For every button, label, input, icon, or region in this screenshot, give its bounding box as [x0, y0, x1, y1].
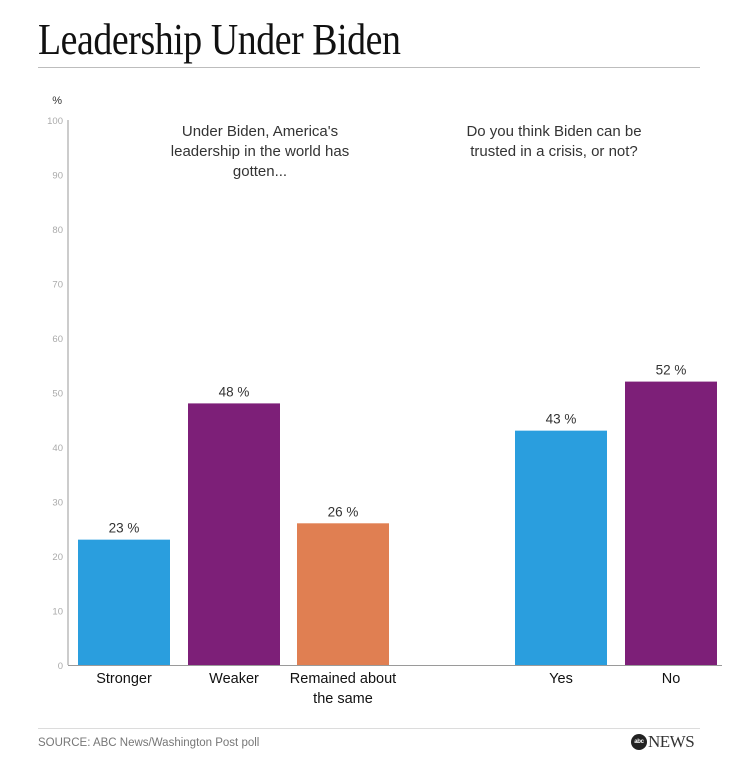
y-tick-label: 60 [52, 334, 63, 345]
title-divider [38, 67, 700, 68]
abc-news-logo: abc NEWS [631, 732, 695, 752]
bar-value-label: 48 % [219, 384, 250, 399]
bar-remained-about [297, 523, 389, 665]
abc-logo-icon: abc [631, 734, 647, 750]
bar-value-label: 43 % [546, 412, 577, 427]
bar-value-label: 52 % [656, 363, 687, 378]
bar-no [625, 381, 717, 665]
question-text-line: Under Biden, America's [182, 123, 338, 140]
bar-value-label: 23 % [109, 521, 140, 536]
y-tick-label: 10 [52, 607, 63, 618]
y-tick-label: 40 [52, 443, 63, 454]
logo-text: NEWS [648, 732, 695, 751]
question-text-line: Do you think Biden can be [466, 123, 641, 140]
category-label: the same [313, 691, 373, 707]
y-tick-label: 70 [52, 280, 63, 291]
category-label: Yes [549, 671, 573, 687]
bar-yes [515, 430, 607, 665]
y-tick-label: 0 [58, 661, 63, 672]
y-tick-label: 20 [52, 552, 63, 563]
y-tick-label: 90 [52, 171, 63, 182]
y-tick-label: 100 [47, 116, 63, 127]
source-note: SOURCE: ABC News/Washington Post poll [38, 737, 260, 749]
bar-stronger [78, 539, 170, 665]
category-label: No [662, 671, 681, 687]
category-label: Remained about [290, 671, 396, 687]
y-tick-label: 80 [52, 225, 63, 236]
y-tick-label: 30 [52, 498, 63, 509]
question-text-line: leadership in the world has [171, 143, 349, 160]
question-text-line: gotten... [233, 163, 287, 180]
y-axis-unit-label: % [52, 95, 62, 107]
footer-divider [38, 728, 700, 729]
category-label: Weaker [209, 671, 259, 687]
y-tick-label: 50 [52, 389, 63, 400]
question-text-line: trusted in a crisis, or not? [470, 143, 638, 160]
bar-value-label: 26 % [328, 504, 359, 519]
chart-title: Leadership Under Biden [38, 15, 401, 64]
bar-weaker [188, 403, 280, 665]
category-label: Stronger [96, 671, 152, 687]
